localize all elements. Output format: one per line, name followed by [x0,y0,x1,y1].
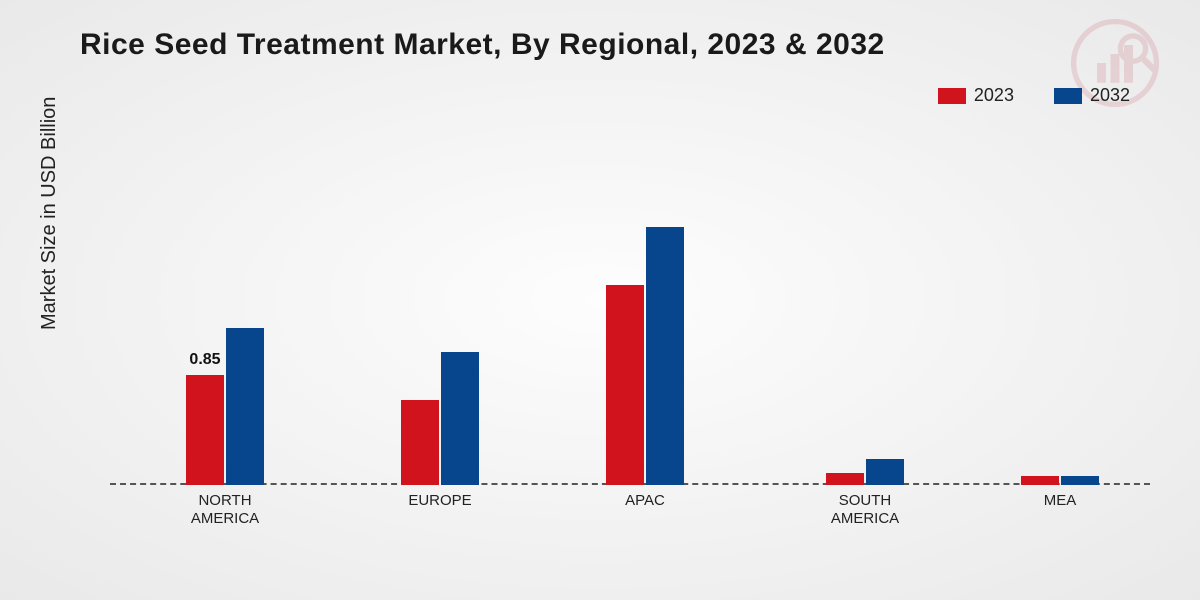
category-label: NORTH AMERICA [155,492,295,528]
plot-area: 0.85 [110,150,1150,485]
legend: 2023 2032 [938,85,1130,106]
bar-2023: 0.85 [186,375,224,485]
bar-2032 [441,352,479,485]
bar-2032 [646,227,684,485]
bar-group [575,227,715,485]
category-label: MEA [990,492,1130,510]
legend-swatch-2023 [938,88,966,104]
category-label: EUROPE [370,492,510,510]
bar-group [795,459,935,485]
bar-2023 [401,400,439,485]
legend-label-2032: 2032 [1090,85,1130,106]
bar-2023 [1021,476,1059,485]
category-label: SOUTH AMERICA [795,492,935,528]
bar-group: 0.85 [155,328,295,485]
legend-item-2023: 2023 [938,85,1014,106]
legend-label-2023: 2023 [974,85,1014,106]
bar-2032 [1061,476,1099,485]
chart-canvas: Rice Seed Treatment Market, By Regional,… [0,0,1200,600]
bar-2023 [826,473,864,485]
bar-value-label: 0.85 [189,351,220,369]
chart-title: Rice Seed Treatment Market, By Regional,… [80,28,885,62]
y-axis-label: Market Size in USD Billion [38,97,61,330]
bar-2032 [866,459,904,485]
category-labels: NORTH AMERICA EUROPE APAC SOUTH AMERICA MEA [110,492,1150,552]
bar-group [370,352,510,485]
category-label: APAC [575,492,715,510]
bar-group [990,476,1130,485]
bar-2032 [226,328,264,485]
bar-2023 [606,285,644,485]
legend-item-2032: 2032 [1054,85,1130,106]
legend-swatch-2032 [1054,88,1082,104]
